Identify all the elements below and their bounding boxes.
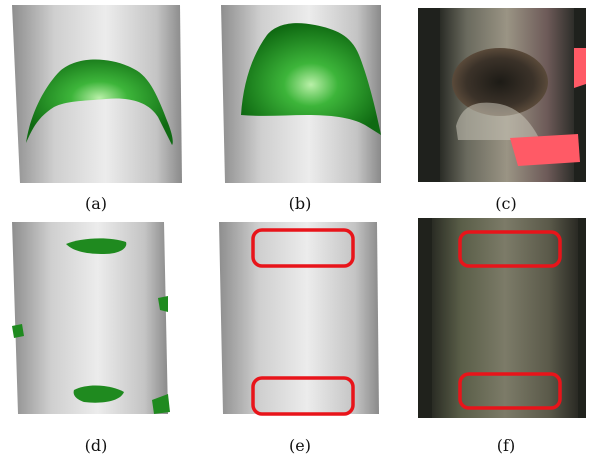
panel-f — [418, 218, 586, 418]
paint-mark — [574, 48, 586, 88]
panel-c-image — [418, 8, 586, 182]
panel-a-label: (a) — [84, 194, 108, 213]
defect-region — [66, 238, 127, 254]
panel-c-label: (c) — [495, 194, 517, 213]
defect-box — [251, 376, 355, 416]
defect-region — [73, 385, 124, 403]
defect-region — [158, 296, 168, 312]
panel-f-label: (f) — [496, 436, 516, 455]
panel-b-image — [221, 5, 381, 183]
trunk-surface — [219, 222, 379, 414]
defect-box — [251, 228, 355, 268]
bark-highlight — [456, 102, 540, 140]
paint-mark — [510, 134, 580, 166]
panel-b-label: (b) — [288, 194, 312, 213]
defect-region — [152, 394, 170, 414]
panel-d-image — [12, 222, 170, 414]
defect-region — [241, 23, 381, 135]
panel-e-image — [219, 222, 379, 416]
knot — [452, 48, 548, 116]
trunk-surface — [12, 222, 168, 414]
defect-region — [12, 324, 24, 338]
panel-e-label: (e) — [289, 436, 311, 455]
panel-f-image — [418, 218, 586, 418]
defect-box — [458, 372, 562, 410]
panel-d-label: (d) — [84, 436, 108, 455]
panel-d — [8, 222, 174, 416]
defect-box — [458, 230, 562, 268]
trunk-bark — [432, 218, 578, 418]
panel-e — [215, 222, 385, 416]
defect-region — [26, 59, 173, 145]
panel-a-image — [12, 5, 182, 183]
panel-b — [215, 5, 388, 185]
panel-a — [8, 5, 194, 185]
panel-c — [418, 8, 586, 182]
